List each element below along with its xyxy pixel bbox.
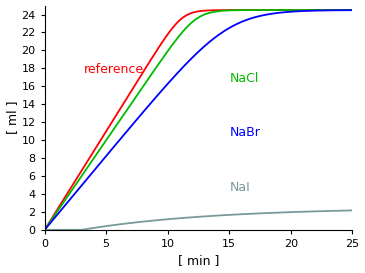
X-axis label: [ min ]: [ min ] <box>178 254 219 268</box>
Text: NaCl: NaCl <box>229 72 259 85</box>
Text: NaI: NaI <box>229 181 250 194</box>
Text: NaBr: NaBr <box>229 126 260 139</box>
Y-axis label: [ ml ]: [ ml ] <box>5 101 19 135</box>
Text: reference: reference <box>84 63 144 76</box>
